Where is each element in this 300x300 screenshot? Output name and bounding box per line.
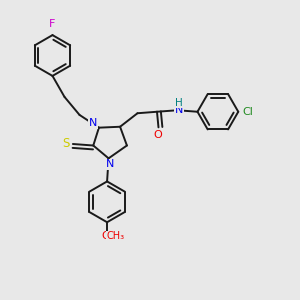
Text: O: O <box>154 130 163 140</box>
Text: F: F <box>49 19 56 29</box>
Text: N: N <box>89 118 97 128</box>
Text: S: S <box>63 137 70 150</box>
Text: H: H <box>175 98 183 108</box>
Text: N: N <box>106 159 114 169</box>
Text: Cl: Cl <box>242 107 253 117</box>
Text: O: O <box>102 231 111 241</box>
Text: N: N <box>175 105 183 115</box>
Text: CH₃: CH₃ <box>106 231 124 241</box>
